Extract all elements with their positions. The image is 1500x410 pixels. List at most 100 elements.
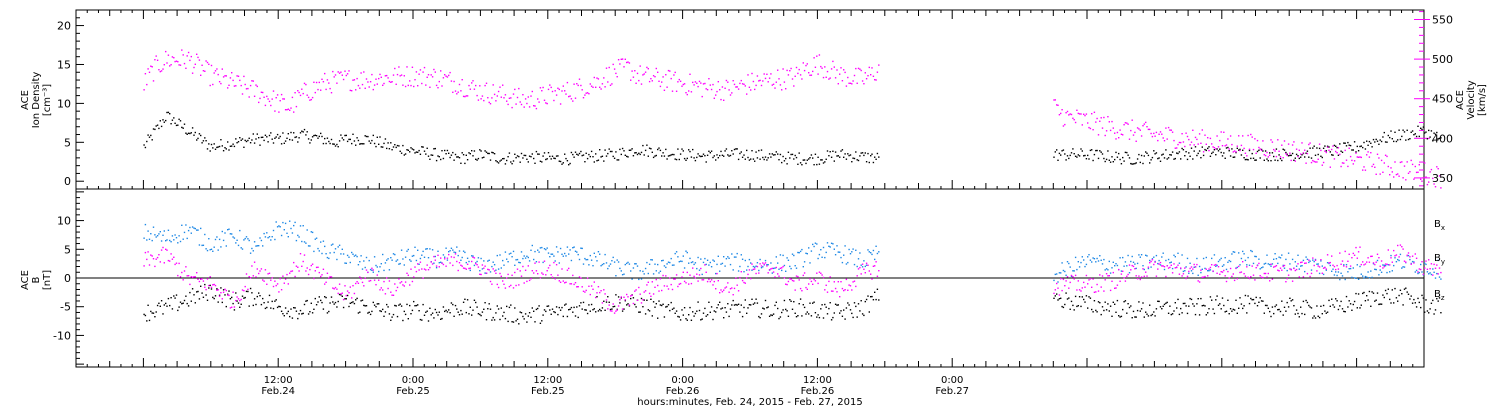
data-point [1263,312,1265,314]
data-point [1405,287,1407,289]
data-point [584,257,586,260]
data-point [209,276,211,278]
data-point [1372,138,1375,141]
legend-entry-x: Bx [1434,219,1445,232]
data-point [183,299,186,302]
data-point [155,258,157,260]
data-point [1273,155,1275,158]
data-point [1074,274,1077,277]
data-point [225,148,227,150]
data-point [154,265,156,268]
data-point [1317,265,1319,267]
data-point [1297,254,1299,256]
data-point [1166,138,1168,140]
data-point [1069,281,1071,284]
data-point [1355,246,1357,249]
data-point [1255,255,1257,258]
data-point [779,267,782,269]
data-point [805,64,807,67]
data-point [407,84,409,87]
data-point [1347,260,1349,262]
data-point [748,269,751,271]
data-point [1351,149,1353,151]
data-point [310,302,312,304]
data-point [240,84,242,87]
data-point [1344,149,1346,152]
data-point [496,95,498,97]
data-point [437,250,439,252]
data-point [462,301,465,303]
data-point [333,288,335,290]
data-point [1153,263,1155,266]
data-point [1383,264,1385,266]
data-point [705,88,707,90]
data-point [624,263,626,266]
data-point [1399,161,1402,164]
data-point [363,304,365,307]
data-point [317,266,319,268]
data-point [1202,257,1205,260]
data-point [263,96,265,98]
data-point [1189,297,1191,300]
data-point [651,281,653,283]
data-point [379,310,381,312]
data-point [396,286,399,289]
data-point [617,261,620,263]
data-point [1066,110,1069,113]
data-point [446,149,449,152]
data-point [1176,152,1178,154]
data-point [554,311,556,314]
data-point [1403,288,1406,290]
data-point [204,70,206,72]
data-point [864,265,866,268]
data-point [723,317,725,319]
data-point [758,315,760,318]
data-point [1275,148,1278,150]
data-point [1100,117,1102,119]
data-point [1138,254,1140,256]
data-point [1083,281,1085,284]
data-point [294,275,296,278]
data-point [418,269,420,271]
data-point [569,249,571,251]
data-point [458,314,461,316]
data-point [1147,266,1150,268]
field-tick-label: -5 [60,301,71,314]
data-point [1084,265,1086,268]
data-point [584,309,586,311]
data-point [785,157,787,160]
data-point [642,299,644,301]
data-point [655,303,657,305]
data-point [1390,130,1392,132]
data-point [1331,298,1333,300]
data-point [1216,148,1218,150]
data-point [458,83,461,86]
data-point [840,310,842,312]
data-point [662,76,664,78]
data-point [674,312,676,314]
data-point [1093,300,1096,302]
data-point [151,312,153,314]
data-point [1282,157,1284,159]
data-point [740,254,742,256]
data-point [379,136,381,138]
data-point [367,81,369,83]
data-point [739,152,741,155]
data-point [249,287,252,290]
data-point [390,81,392,83]
data-point [1337,147,1340,149]
data-point [526,102,528,105]
data-point [550,313,552,315]
data-point [635,263,637,265]
data-point [1119,316,1121,318]
data-point [471,150,473,152]
data-point [635,82,637,84]
data-point [1380,271,1383,273]
data-point [585,92,587,94]
data-point [1085,113,1088,115]
data-point [1393,176,1395,178]
data-point [851,161,853,163]
data-point [692,311,694,313]
data-point [681,276,683,278]
